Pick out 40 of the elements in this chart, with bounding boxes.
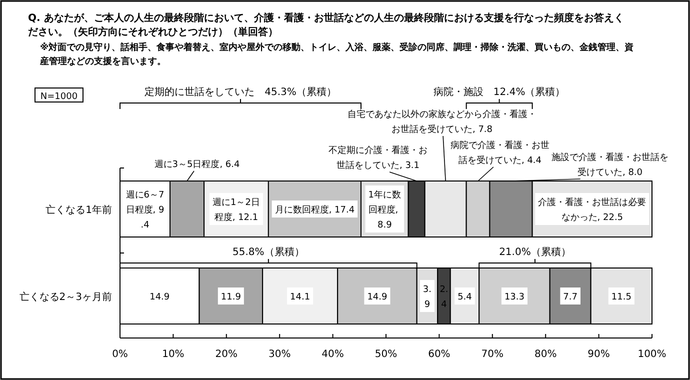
x-tick-label: 100% [638, 349, 666, 360]
data-label: 14.1 [290, 292, 310, 302]
data-label: 介護・看護・お世話は必要なかった, 22.5 [538, 197, 646, 223]
x-tick-label: 0% [112, 349, 128, 360]
data-label: 不定期に介護・看護・お世話をしていた, 3.1 [328, 145, 428, 171]
annotation: 21.0%（累積） [499, 246, 571, 258]
data-label: 3.9 [422, 285, 432, 310]
text: 定期的に世話をしていた 45.3%（累積） [144, 86, 336, 98]
chart-title: Q. あなたが、ご本人の人生の最終段階において、介護・看護・お世話などの人生の最終段階における支援を行なった頻度をお答えください。（矢印方向にそれぞれひとつだけ）（単回答） [28, 12, 624, 38]
x-tick-label: 90% [588, 349, 610, 360]
text: 病院・施設 12.4%（累積） [433, 86, 566, 98]
data-label: 11.5 [611, 292, 632, 302]
data-label: 1年に数回程度, 8.9 [368, 190, 402, 230]
y-tick-label: 亡くなる1年前 [46, 204, 112, 216]
x-tick-label: 70% [481, 349, 504, 360]
data-label: 週に3～5日程度, 6.4 [154, 159, 240, 170]
data-label: 13.3 [504, 292, 524, 302]
x-tick-label: 60% [428, 349, 450, 360]
sample-size: N=1000 [34, 88, 84, 102]
annotation: 55.8%（累積） [232, 246, 304, 258]
x-tick-label: 20% [215, 349, 238, 360]
data-label: 自宅であなた以外の家族などから介護・看護・お世話を受けていた, 7.8 [348, 109, 536, 135]
chart-subtitle: ※対面での見守り、話相手、食事や着替え、室内や屋外での移動、トイレ、入浴、服薬、受診の同席、調理・掃除・洗濯、買いもの、金銭管理、資産管理などの支援を言います。 [39, 42, 634, 67]
data-label: 7.7 [563, 292, 578, 302]
data-label: 14.9 [367, 292, 388, 302]
x-tick-label: 10% [162, 349, 184, 360]
data-label: 14.9 [150, 292, 170, 302]
data-label: 施設で介護・看護・お世話を受けていた, 8.0 [552, 152, 668, 178]
x-tick-label: 40% [322, 349, 344, 360]
x-tick-label: 30% [268, 349, 291, 360]
data-label: 11.9 [220, 292, 242, 302]
data-label: 月に数回程度, 17.4 [274, 204, 355, 216]
y-tick-label: 亡くなる2～3ヶ月前 [19, 291, 112, 303]
data-label: 週に6～7日程度, 9.4 [126, 190, 164, 230]
data-label: 5.4 [458, 292, 472, 302]
data-label: 病院で介護・看護・お世話を受けていた, 4.4 [450, 140, 550, 166]
data-label: 2.4 [440, 285, 448, 310]
x-tick-label: 50% [374, 349, 398, 360]
data-label: 週に1～2日程度, 12.1 [212, 197, 260, 223]
x-tick-label: 80% [534, 349, 557, 360]
